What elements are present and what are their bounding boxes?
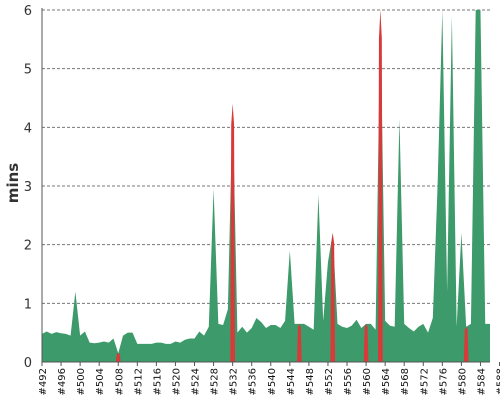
x-tick-label-512: #512	[133, 368, 144, 395]
failed-build-508	[115, 353, 121, 362]
failed-build-546	[296, 323, 302, 362]
failed-build-553	[330, 232, 336, 362]
x-tick-label-572: #572	[419, 368, 430, 395]
x-tick-label-500: #500	[76, 368, 87, 395]
x-tick-label-544: #544	[286, 368, 297, 395]
x-tick-label-540: #540	[267, 368, 278, 395]
x-tick-label-532: #532	[229, 368, 240, 395]
x-tick-label-536: #536	[248, 368, 259, 395]
y-tick-label-6: 6	[24, 4, 32, 19]
x-tick-label-584: #584	[476, 368, 487, 395]
x-tick-label-524: #524	[191, 368, 202, 395]
axis-layer	[41, 8, 490, 363]
failed-build-532	[230, 103, 236, 362]
x-tick-label-552: #552	[324, 368, 335, 395]
y-tick-label-1: 1	[24, 297, 32, 312]
x-tick-label-588: #588	[496, 368, 500, 395]
y-tick-label-0: 0	[24, 356, 32, 371]
x-tick-label-520: #520	[171, 368, 182, 395]
y-tick-labels: 0 1 2 3 4 5 6	[24, 4, 32, 371]
x-tick-label-492: #492	[38, 368, 49, 395]
x-tick-labels: #492 #496 #500 #504 #508 #512 #516 #520 #524 #528…	[38, 362, 500, 395]
area-layer	[42, 10, 490, 362]
x-tick-label-504: #504	[95, 368, 106, 395]
y-axis-label: mins	[4, 163, 22, 203]
x-tick-label-568: #568	[400, 368, 411, 395]
x-tick-label-580: #580	[457, 368, 468, 395]
x-tick-label-508: #508	[114, 368, 125, 395]
failed-build-563	[378, 10, 383, 362]
x-tick-label-576: #576	[438, 368, 449, 395]
x-tick-label-496: #496	[57, 368, 68, 395]
x-tick-label-556: #556	[343, 368, 354, 395]
y-tick-label-4: 4	[24, 121, 32, 136]
x-tick-label-564: #564	[381, 368, 392, 395]
x-tick-label-560: #560	[362, 368, 373, 395]
x-tick-label-528: #528	[210, 368, 221, 395]
failed-build-581	[463, 326, 469, 362]
duration-area	[42, 10, 490, 362]
y-tick-label-5: 5	[24, 63, 32, 78]
x-tick-label-516: #516	[152, 368, 163, 395]
y-tick-label-3: 3	[24, 180, 32, 195]
failed-build-560	[363, 323, 369, 362]
grid-layer	[42, 9, 490, 304]
y-tick-label-2: 2	[24, 239, 32, 254]
x-tick-label-548: #548	[305, 368, 316, 395]
fail-layer	[115, 10, 469, 362]
